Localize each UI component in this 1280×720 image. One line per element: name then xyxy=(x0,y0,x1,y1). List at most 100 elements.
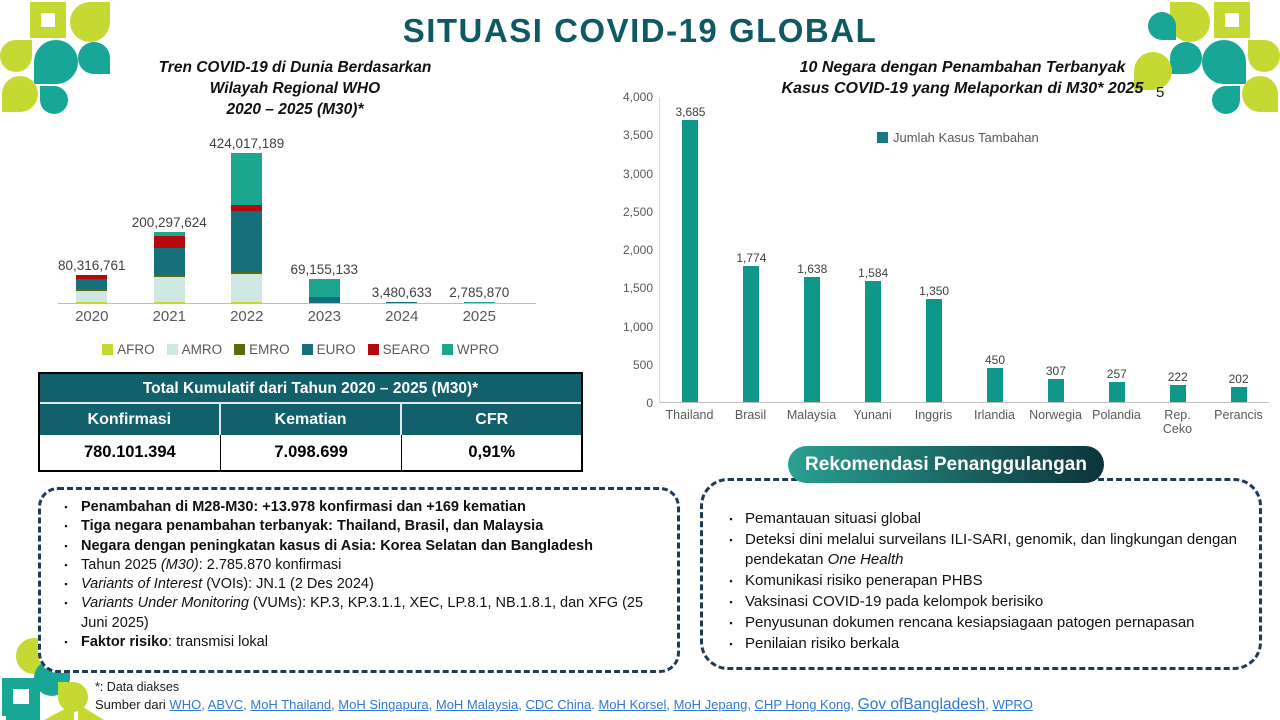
trend-x-labels: 2020 2021 2022 2023 2024 2025 xyxy=(53,308,518,325)
source-link-wpro[interactable]: WPRO xyxy=(992,697,1033,712)
legend-label: WPRO xyxy=(456,342,499,357)
trend-segment-searo xyxy=(153,235,185,249)
top10-x-label: Perancis xyxy=(1214,408,1263,422)
highlight-item: ▪ Penambahan di M28-M30: +13.978 konfirm… xyxy=(51,498,665,517)
recommendation-text: Penilaian risiko berkala xyxy=(745,634,900,652)
source-link-gov-of-bangladesh[interactable]: Gov ofBangladesh xyxy=(857,696,986,713)
trend-bar-value-label: 200,297,624 xyxy=(131,215,207,231)
top10-x-label: Rep. Ceko xyxy=(1162,408,1193,437)
trend-x-label: 2021 xyxy=(152,308,186,325)
page-title: SITUASI COVID-19 GLOBAL xyxy=(402,12,878,49)
y-axis-tick-label: 3,500 xyxy=(622,128,653,143)
recommendation-item: ▪ Pemantauan situasi global xyxy=(717,509,1243,530)
trend-segment-emro xyxy=(76,289,108,292)
summary-table-value: 0,91% xyxy=(402,435,581,470)
trend-bar-group: 2,785,870 xyxy=(441,116,519,303)
trend-bar-value-label: 69,155,133 xyxy=(290,261,359,277)
bullet-icon: ▪ xyxy=(64,540,68,551)
top10-bar xyxy=(1169,385,1186,402)
y-axis-tick-label: 3,000 xyxy=(622,166,653,181)
trend-bar xyxy=(386,302,418,303)
top10-bar-group: 450 xyxy=(965,97,1026,402)
top10-bar xyxy=(865,280,882,402)
top10-x-labels: Thailand Brasil Malaysia Yunani Inggris Irlan… xyxy=(659,408,1269,437)
trend-segment-afro xyxy=(76,302,108,303)
source-link-moh-korsel[interactable]: MoH Korsel xyxy=(598,697,667,712)
trend-segment-euro xyxy=(231,211,263,272)
legend-label: EMRO xyxy=(249,342,290,357)
highlight-text: Negara dengan peningkatan kasus di Asia:… xyxy=(81,537,593,554)
recommendation-text: Vaksinasi COVID-19 pada kelompok berisik… xyxy=(745,592,1044,610)
top10-bar xyxy=(926,298,943,402)
top10-bar-value-label: 1,774 xyxy=(736,251,767,266)
trend-bar xyxy=(76,274,108,303)
trend-x-label: 2025 xyxy=(462,308,496,325)
trend-bar-group: 69,155,133 xyxy=(286,116,364,303)
trend-segment-searo xyxy=(76,274,108,280)
trend-bar-value-label: 3,480,633 xyxy=(371,285,432,300)
summary-table-value-row: 780.101.394 7.098.699 0,91% xyxy=(40,435,581,470)
bullet-icon: ▪ xyxy=(64,521,68,532)
trend-bar-group: 3,480,633 xyxy=(363,116,441,303)
top10-bar-group: 222 xyxy=(1147,97,1208,402)
trend-segment-emro xyxy=(231,271,263,274)
summary-table-title: Total Kumulatif dari Tahun 2020 – 2025 (… xyxy=(40,374,581,404)
top10-bar xyxy=(986,367,1003,402)
logo-shape xyxy=(34,40,78,84)
source-link-moh-malaysia[interactable]: MoH Malaysia xyxy=(435,697,519,712)
trend-chart-title-line: 2020 – 2025 (M30)* xyxy=(226,100,364,118)
logo-shape xyxy=(1134,52,1172,90)
highlight-item: ▪ Tiga negara penambahan terbanyak: Thai… xyxy=(51,517,665,536)
source-link-chp-hong-kong[interactable]: CHP Hong Kong xyxy=(754,697,851,712)
slide-number: 5 xyxy=(1156,84,1165,101)
source-link-moh-thailand[interactable]: MoH Thailand xyxy=(250,697,332,712)
trend-chart: 80,316,761 200,297,624 424,017,189 69,155,1… xyxy=(48,116,553,371)
trend-bar xyxy=(463,302,495,303)
highlight-item: ▪ Faktor risiko: transmisi lokal xyxy=(51,633,665,652)
source-link-abvc[interactable]: ABVC xyxy=(207,697,244,712)
top10-bars: 3,685 1,774 1,638 1,584 1,350 450 307 257 222 202 xyxy=(660,97,1269,402)
y-axis-tick-label: 4,000 xyxy=(622,90,653,104)
sources-line: Sumber dari WHO, ABVC, MoH Thailand, MoH… xyxy=(95,696,1033,713)
highlight-text: Variants Under Monitoring (VUMs): KP.3, … xyxy=(81,595,644,631)
source-link-who[interactable]: WHO xyxy=(169,697,202,712)
recommendation-item: ▪ Vaksinasi COVID-19 pada kelompok beris… xyxy=(717,592,1243,613)
trend-bar xyxy=(231,153,263,303)
highlight-item: ▪ Variants Under Monitoring (VUMs): KP.3… xyxy=(51,594,665,633)
highlight-text: Tahun 2025 (M30): 2.785.870 konfirmasi xyxy=(81,556,342,573)
recommendation-text: Pemantauan situasi global xyxy=(745,510,921,527)
top10-y-axis: 0 500 1,000 1,500 2,000 2,500 3,000 3,500 4,000 xyxy=(615,88,653,418)
y-axis-tick-label: 1,500 xyxy=(622,281,653,296)
top10-x-label: Yunani xyxy=(853,408,892,422)
trend-x-label: 2023 xyxy=(307,308,341,325)
trend-bar xyxy=(153,232,185,303)
top10-bar-value-label: 202 xyxy=(1228,371,1249,386)
top10-chart-title: 10 Negara dengan Penambahan Terbanyak Ka… xyxy=(690,58,1235,100)
logo-shape xyxy=(2,76,38,112)
source-link-cdc-china[interactable]: CDC China xyxy=(525,697,592,712)
source-link-moh-jepang[interactable]: MoH Jepang xyxy=(673,697,748,712)
legend-swatch xyxy=(102,344,114,355)
summary-table-header: Kematian xyxy=(220,404,403,435)
top10-bar-group: 307 xyxy=(1025,97,1086,402)
top10-bar-group: 202 xyxy=(1208,97,1269,402)
top10-x-label: Brasil xyxy=(734,408,767,422)
trend-segment-afro xyxy=(231,301,263,303)
bullet-icon: ▪ xyxy=(64,502,68,512)
top10-bar-group: 257 xyxy=(1086,97,1147,402)
trend-bar-value-label: 2,785,870 xyxy=(449,285,510,300)
top10-bar xyxy=(1108,382,1125,402)
trend-segment-wpro xyxy=(308,278,340,298)
top10-bar-value-label: 450 xyxy=(984,352,1005,367)
sources-prefix: Sumber dari xyxy=(95,697,170,712)
source-link-moh-singapura[interactable]: MoH Singapura xyxy=(338,697,429,712)
bullet-icon: ▪ xyxy=(64,636,68,647)
trend-legend-item: WPRO xyxy=(441,342,499,357)
top10-bar-group: 3,685 xyxy=(660,97,721,402)
trend-segment-wpro xyxy=(463,302,495,303)
bullet-icon: ▪ xyxy=(64,579,68,590)
top10-chart-title-line: 10 Negara dengan Penambahan Terbanyak xyxy=(799,59,1126,76)
trend-chart-title-line: Tren COVID-19 di Dunia Berdasarkan xyxy=(158,59,432,76)
summary-table-value: 7.098.699 xyxy=(220,435,403,470)
